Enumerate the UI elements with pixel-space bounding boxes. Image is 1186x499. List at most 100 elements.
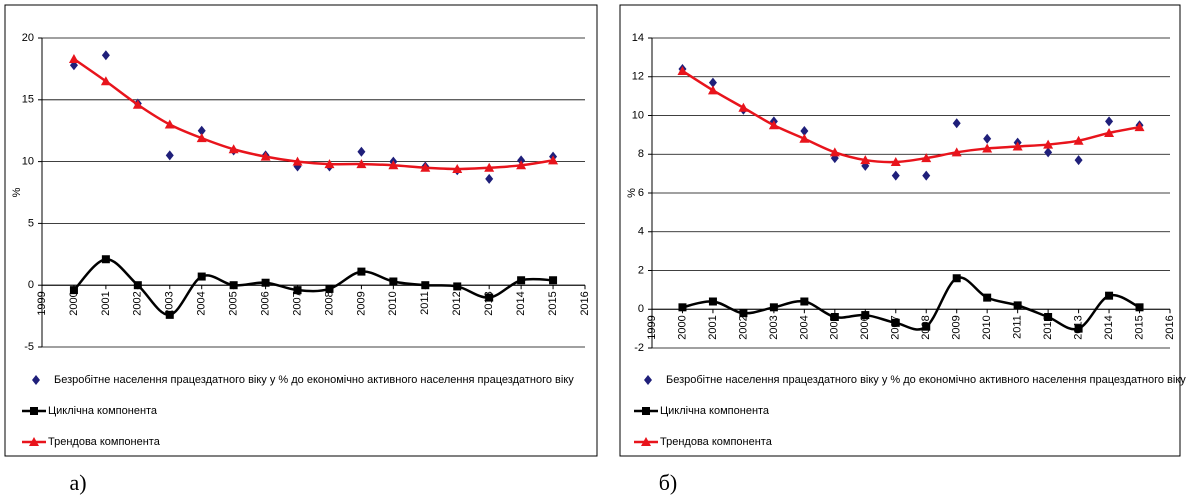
point	[292, 156, 303, 166]
y-tick-label: 2	[638, 264, 644, 276]
point	[678, 303, 687, 312]
point	[421, 281, 430, 290]
point	[891, 318, 900, 327]
point	[100, 76, 111, 86]
point	[707, 85, 718, 95]
x-tick-label: 2012	[451, 291, 463, 315]
point	[68, 54, 79, 64]
point	[101, 255, 110, 264]
point	[325, 284, 334, 293]
point	[549, 276, 558, 285]
point	[197, 125, 206, 136]
point	[229, 281, 238, 290]
point	[983, 293, 992, 302]
x-tick-label: 2015	[1133, 315, 1145, 339]
point	[738, 102, 749, 112]
series-line	[73, 57, 554, 171]
series-line	[682, 276, 1141, 331]
point	[197, 272, 206, 281]
y-tick-label: 0	[28, 279, 34, 291]
point	[485, 173, 494, 184]
point	[890, 157, 901, 166]
legend-marker	[29, 437, 39, 446]
legend-marker	[644, 375, 652, 385]
point	[739, 309, 748, 318]
point	[921, 153, 932, 163]
series-line	[73, 257, 554, 317]
point	[388, 160, 399, 170]
x-tick-label: 2006	[259, 291, 271, 315]
point	[357, 146, 366, 157]
x-tick-label: 2015	[547, 291, 559, 315]
point	[922, 170, 931, 181]
point	[1105, 291, 1114, 300]
point	[1074, 324, 1083, 333]
legend-label: Безробітне населення працездатного віку …	[54, 374, 574, 386]
x-tick-label: 2001	[100, 291, 112, 315]
x-tick-label: 2014	[515, 291, 527, 315]
y-tick-label: 5	[28, 217, 34, 229]
point	[485, 293, 494, 302]
point	[1104, 127, 1115, 137]
point	[69, 286, 78, 295]
chart-frame	[619, 4, 1181, 457]
legend-label: Трендова компонента	[660, 436, 773, 448]
point	[951, 147, 962, 157]
legend-marker	[641, 437, 651, 446]
x-tick-label: 2011	[419, 291, 431, 315]
chart-frame	[4, 4, 598, 457]
point	[356, 159, 367, 169]
x-tick-label: 2003	[768, 315, 780, 339]
point	[293, 286, 302, 295]
x-tick-label: 2004	[196, 291, 208, 315]
y-tick-label: 0	[638, 303, 644, 315]
x-tick-label: 2014	[1103, 315, 1115, 339]
legend-label: Циклічна компонента	[660, 405, 770, 417]
x-tick-label: 1999	[646, 315, 658, 339]
point	[708, 297, 717, 306]
point	[1044, 313, 1053, 321]
point	[196, 133, 207, 143]
y-tick-label: -2	[634, 342, 644, 354]
point	[548, 155, 559, 165]
point	[132, 99, 143, 109]
point	[1013, 301, 1022, 310]
point	[357, 267, 366, 276]
point	[768, 120, 779, 130]
point	[228, 144, 239, 154]
point	[952, 118, 961, 129]
y-tick-label: 12	[632, 71, 644, 83]
x-tick-label: 2005	[228, 291, 240, 315]
point	[830, 313, 839, 321]
x-tick-label: 2010	[387, 291, 399, 315]
point	[1073, 135, 1084, 145]
y-tick-label: 20	[22, 32, 34, 44]
point	[101, 50, 110, 61]
point	[1074, 155, 1083, 166]
point	[517, 276, 526, 285]
point	[133, 281, 142, 290]
point	[708, 77, 717, 88]
y-tick-label: 10	[22, 156, 34, 168]
x-tick-label: 2011	[1012, 315, 1024, 339]
x-tick-label: 2007	[291, 291, 303, 315]
point	[860, 155, 871, 165]
point	[324, 159, 335, 169]
point	[165, 150, 174, 161]
legend-label: Циклічна компонента	[48, 405, 158, 417]
point	[1043, 139, 1054, 149]
point	[1012, 141, 1023, 151]
y-tick-label: 6	[638, 187, 644, 199]
y-tick-label: -5	[24, 341, 34, 353]
x-tick-label: 2004	[798, 315, 810, 339]
series-line	[681, 69, 1140, 164]
legend-marker	[32, 375, 40, 385]
x-tick-label: 2001	[707, 315, 719, 339]
y-tick-label: 14	[632, 32, 644, 44]
x-tick-label: 2000	[676, 315, 688, 339]
point	[260, 151, 271, 161]
point	[799, 133, 810, 143]
point	[829, 147, 840, 157]
point	[769, 303, 778, 312]
